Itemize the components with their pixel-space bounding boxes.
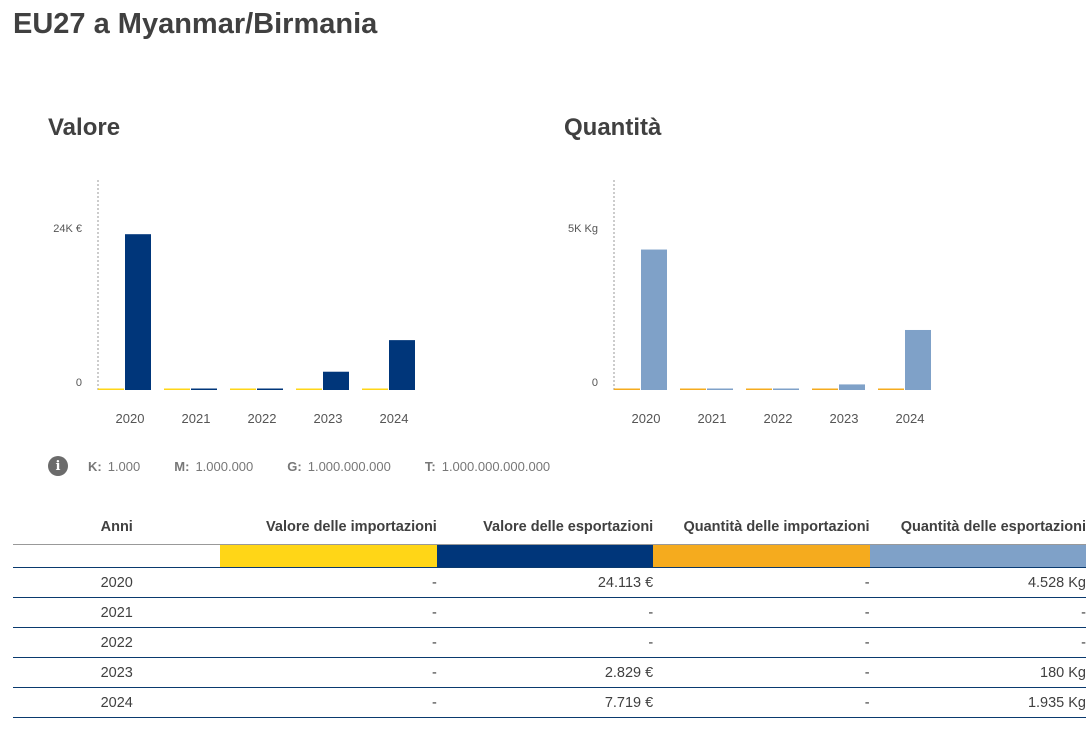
x-tick-label: 2021 xyxy=(698,411,727,426)
header-exp-qty: Quantità delle esportazioni xyxy=(869,510,1086,545)
unit-g: G: 1.000.000.000 xyxy=(287,458,391,474)
bar-export-2024 xyxy=(389,340,415,390)
unit-legend: i K: 1.000 M: 1.000.000 G: 1.000.000.000 T:… xyxy=(48,456,584,476)
x-tick-label: 2023 xyxy=(830,411,859,426)
bar-export-2020 xyxy=(641,249,667,390)
table-cell: 2.829 € xyxy=(436,657,654,688)
bar-export-2023 xyxy=(839,384,865,390)
table-cell: - xyxy=(653,627,870,658)
bar-export-2022 xyxy=(257,388,283,390)
bar-export-2023 xyxy=(323,371,349,390)
swatch-imp-qty xyxy=(653,545,870,567)
table-cell: 2020 xyxy=(13,567,221,598)
table-row: 2021- - - - xyxy=(13,597,1086,628)
bar-import-2024 xyxy=(878,388,904,390)
table-cell: - xyxy=(436,627,654,658)
table-cell: 180 Kg xyxy=(869,657,1086,688)
unit-t: T: 1.000.000.000.000 xyxy=(424,458,551,474)
x-tick-label: 2021 xyxy=(182,411,211,426)
table-cell: 1.935 Kg xyxy=(869,687,1086,718)
bar-import-2024 xyxy=(362,388,388,390)
header-exp-val: Valore delle esportazioni xyxy=(436,510,654,545)
table-cell: 2021 xyxy=(13,597,221,628)
table-cell: - xyxy=(869,597,1086,628)
bar-export-2024 xyxy=(905,329,931,390)
x-tick-label: 2022 xyxy=(248,411,277,426)
x-tick-label: 2024 xyxy=(896,411,925,426)
bar-import-2020 xyxy=(614,388,640,390)
table-cell: - xyxy=(220,657,437,688)
table-cell: 7.719 € xyxy=(436,687,654,718)
data-table: Anni Valore delle importazioni Valore de… xyxy=(13,510,1086,718)
bar-export-2021 xyxy=(191,388,217,390)
table-row: 2023-2.829 € -180 Kg xyxy=(13,657,1086,688)
x-tick-label: 2020 xyxy=(116,411,145,426)
x-tick-label: 2020 xyxy=(632,411,661,426)
table-cell: - xyxy=(653,687,870,718)
bar-import-2022 xyxy=(230,388,256,390)
table-cell: - xyxy=(869,627,1086,658)
swatch-exp-val xyxy=(436,545,654,567)
x-tick-label: 2023 xyxy=(314,411,343,426)
info-icon[interactable]: i xyxy=(48,456,68,476)
bar-export-2022 xyxy=(773,388,799,390)
table-cell: - xyxy=(653,597,870,628)
header-imp-val: Valore delle importazioni xyxy=(220,510,437,545)
unit-k: K: 1.000 xyxy=(88,458,141,474)
y-tick-label: 0 xyxy=(592,377,598,389)
table-cell: 2023 xyxy=(13,657,221,688)
valore-chart: 0 24K € 2020 2021 2022 2023 2024 xyxy=(53,180,415,426)
y-tick-label: 24K € xyxy=(53,223,82,235)
header-anni: Anni xyxy=(13,510,221,545)
x-tick-label: 2024 xyxy=(380,411,409,426)
table-cell: - xyxy=(220,597,437,628)
table-cell: - xyxy=(220,627,437,658)
table-row: 2024-7.719 € -1.935 Kg xyxy=(13,687,1086,718)
bar-import-2021 xyxy=(164,388,190,390)
header-imp-qty: Quantità delle importazioni xyxy=(653,510,870,545)
table-cell: - xyxy=(220,567,437,598)
bar-import-2020 xyxy=(98,388,124,390)
table-cell: - xyxy=(653,567,870,598)
unit-m: M: 1.000.000 xyxy=(174,458,254,474)
bar-import-2022 xyxy=(746,388,772,390)
valore-chart-title: Valore xyxy=(48,114,121,141)
table-cell: - xyxy=(436,597,654,628)
page-title: EU27 a Myanmar/Birmania xyxy=(13,8,378,40)
quantita-chart-title: Quantità xyxy=(564,114,662,141)
table-cell: - xyxy=(653,657,870,688)
bar-import-2023 xyxy=(812,388,838,390)
bar-export-2021 xyxy=(707,388,733,390)
bar-import-2023 xyxy=(296,388,322,390)
swatch-imp-val xyxy=(220,545,437,567)
x-tick-label: 2022 xyxy=(764,411,793,426)
table-cell: - xyxy=(220,687,437,718)
y-tick-label: 0 xyxy=(76,377,82,389)
quantita-chart: 0 5K Kg 2020 2021 2022 2023 2024 xyxy=(568,180,931,426)
bar-export-2020 xyxy=(125,234,151,390)
table-cell: 4.528 Kg xyxy=(869,567,1086,598)
table-cell: 2024 xyxy=(13,687,221,718)
swatch-exp-qty xyxy=(869,545,1086,567)
y-tick-label: 5K Kg xyxy=(568,223,598,235)
bar-import-2021 xyxy=(680,388,706,390)
table-row: 2020-24.113 € -4.528 Kg xyxy=(13,567,1086,598)
table-cell: 2022 xyxy=(13,627,221,658)
table-cell: 24.113 € xyxy=(436,567,654,598)
table-row: 2022- - - - xyxy=(13,627,1086,658)
